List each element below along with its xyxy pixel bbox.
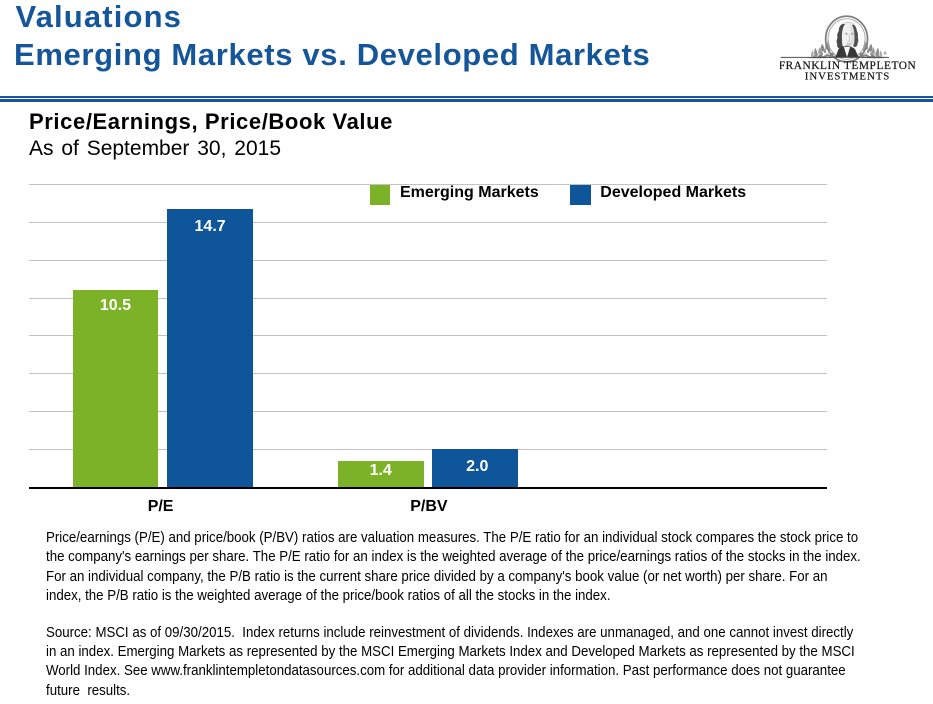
svg-text:®: ® <box>884 50 888 56</box>
svg-text:INVESTMENTS: INVESTMENTS <box>805 70 890 82</box>
svg-text:FRANKLIN TEMPLETON: FRANKLIN TEMPLETON <box>780 60 916 72</box>
